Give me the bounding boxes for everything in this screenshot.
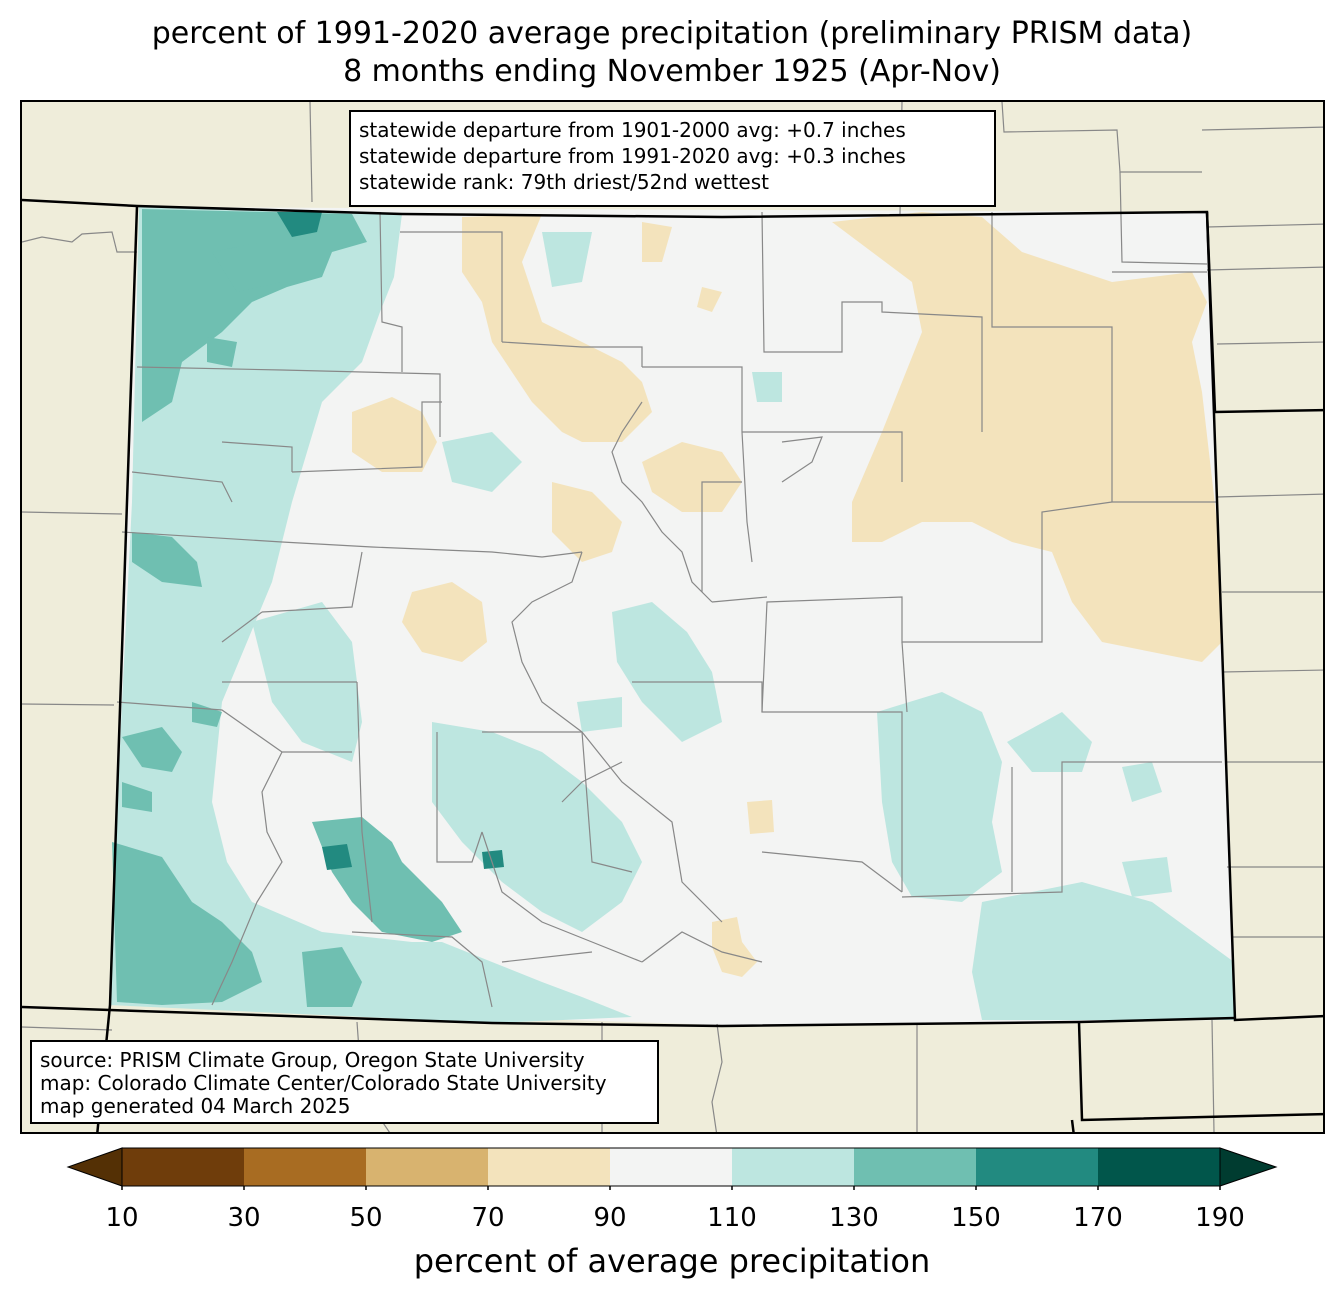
colorbar-bin-110-130 (732, 1148, 855, 1186)
colorbar-bins (121, 1147, 1221, 1187)
wet-region-150-170 (277, 212, 504, 870)
colorbar-tick-label: 170 (1073, 1203, 1123, 1233)
colorbar-bin-10-30 (122, 1148, 245, 1186)
dry-region-70-90 (352, 212, 1222, 977)
generated-date-line: map generated 04 March 2025 (40, 1094, 351, 1118)
statewide-stats-box: statewide departure from 1901-2000 avg: … (349, 110, 996, 207)
colorbar-tick-label: 130 (829, 1203, 879, 1233)
colorbar-bin-70-90 (488, 1148, 611, 1186)
colorbar-over-arrow (1219, 1147, 1278, 1187)
colorbar-tick-label: 110 (707, 1203, 757, 1233)
stats-departure-1991-2020: statewide departure from 1991-2020 avg: … (359, 144, 906, 168)
neighbor-boundaries (22, 102, 1323, 1132)
colorbar-bin-30-50 (244, 1148, 367, 1186)
colorbar-tick-label: 30 (227, 1203, 261, 1233)
state-boundaries (22, 198, 1323, 1132)
colorbar-tick-label: 50 (349, 1203, 383, 1233)
stats-rank: statewide rank: 79th driest/52nd wettest (359, 170, 769, 194)
colorbar-tick-label: 190 (1195, 1203, 1245, 1233)
map-credit-line: map: Colorado Climate Center/Colorado St… (40, 1071, 607, 1095)
source-attribution-box: source: PRISM Climate Group, Oregon Stat… (30, 1040, 659, 1124)
colorbar-bin-90-110 (610, 1148, 733, 1186)
colorbar-tick-label: 70 (471, 1203, 505, 1233)
colorbar-bin-170-190 (1098, 1148, 1221, 1186)
map-title-line-1: percent of 1991-2020 average precipitati… (151, 16, 1193, 51)
colorado-precipitation-map (22, 102, 1323, 1132)
map-panel (20, 100, 1325, 1134)
stats-departure-1901-2000: statewide departure from 1901-2000 avg: … (359, 118, 906, 142)
wet-region-130-150 (112, 209, 462, 1007)
colorbar-tick-marks (121, 1186, 1221, 1190)
colorbar-label: percent of average precipitation (413, 1242, 931, 1280)
colorbar-tick-label: 10 (105, 1203, 139, 1233)
colorbar-bin-150-170 (976, 1148, 1099, 1186)
colorbar-under-arrow (66, 1147, 123, 1187)
colorbar (66, 1147, 1278, 1190)
colorbar-tick-label: 90 (593, 1203, 627, 1233)
source-line: source: PRISM Climate Group, Oregon Stat… (40, 1048, 585, 1072)
colorbar-tick-label: 150 (951, 1203, 1001, 1233)
county-boundaries (116, 211, 1222, 1008)
colorbar-bin-130-150 (854, 1148, 977, 1186)
map-title-line-2: 8 months ending November 1925 (Apr-Nov) (343, 54, 1001, 89)
colorbar-bin-50-70 (366, 1148, 489, 1186)
